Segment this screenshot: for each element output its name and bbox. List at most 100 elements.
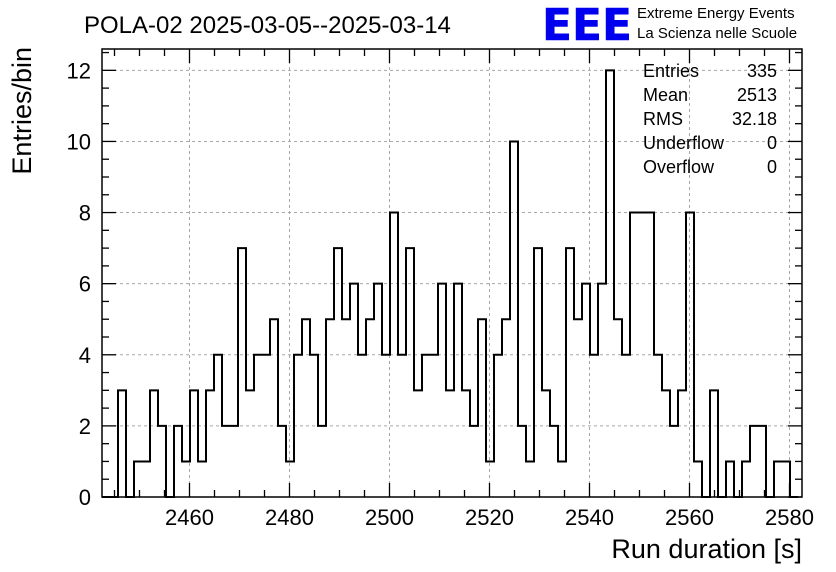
histogram-bin [398,355,406,497]
stat-label: Overflow [643,157,715,177]
histogram-bin [222,426,230,497]
histogram-bin [262,355,270,497]
stat-value: 2513 [737,85,777,105]
histogram-series [102,69,798,498]
histogram-bin [334,248,342,497]
stat-value: 32.18 [732,109,777,129]
histogram-bin [774,461,782,497]
histogram-bin [526,461,534,497]
stat-value: 0 [767,133,777,153]
histogram-bin [726,461,734,497]
histogram-bin [142,461,150,497]
x-tick-label: 2580 [765,505,814,530]
stat-label: Mean [643,85,688,105]
x-tick-labels: 2460 2480 2500 2520 2540 2560 2580 [165,505,814,530]
eee-logo: EEE Extreme Energy Events La Scienza nel… [542,0,797,51]
histogram-bin [606,70,614,497]
histogram-bin [510,141,518,497]
histogram-bin [118,390,126,497]
y-tick-label: 2 [79,414,91,439]
x-tick-label: 2460 [165,505,214,530]
histogram-bin [374,284,382,497]
histogram-bin [518,426,526,497]
x-axis-label: Run duration [s] [611,534,802,564]
x-tick-label: 2500 [365,505,414,530]
histogram-bin [622,355,630,497]
histogram-bin [358,355,366,497]
eee-logo-line1: Extreme Energy Events [637,5,795,22]
y-tick-label: 12 [67,58,91,83]
chart-title: POLA-02 2025-03-05--2025-03-14 [84,12,451,39]
histogram-bin [254,355,262,497]
histogram-bin [134,461,142,497]
histogram-bin [670,426,678,497]
histogram-bin [542,390,550,497]
histogram-bin [534,248,542,497]
x-tick-label: 2520 [465,505,514,530]
histogram-bin [158,426,166,497]
y-tick-label: 0 [79,485,91,510]
histogram-bin [646,213,654,497]
histogram-bin [302,319,310,497]
histogram-bin [550,426,558,497]
histogram-bin [382,355,390,497]
histogram-bin [390,213,398,497]
stat-label: Entries [643,61,699,81]
histogram-bin [326,319,334,497]
y-axis-label: Entries/bin [7,47,37,175]
histogram-bin [430,355,438,497]
stat-label: RMS [643,109,683,129]
stat-value: 335 [747,61,777,81]
histogram-bin [782,461,790,497]
histogram-bin [582,284,590,497]
histogram-bin [694,461,702,497]
axis-ticks [102,49,802,498]
stat-value: 0 [767,157,777,177]
histogram-bin [438,284,446,497]
y-tick-label: 6 [79,272,91,297]
histogram-bin [366,319,374,497]
histogram-bin [742,461,750,497]
histogram-bin [470,426,478,497]
histogram-bin [278,426,286,497]
histogram-bin [574,319,582,497]
stats-box: Entries 335 Mean 2513 RMS 32.18 Underflow 0 Over… [643,61,777,177]
x-tick-label: 2480 [265,505,314,530]
histogram-bin [750,426,758,497]
histogram-bin [310,355,318,497]
histogram-bin [630,213,638,497]
histogram-bin [454,284,462,497]
histogram-bin [566,248,574,497]
histogram-bin [462,390,470,497]
histogram-bin [270,319,278,497]
histogram-bin [502,319,510,497]
x-tick-label: 2560 [665,505,714,530]
plot-frame [101,48,803,498]
histogram-bin [342,319,350,497]
histogram-bin [590,355,598,497]
eee-logo-letters: EEE [542,0,632,51]
histogram-bin [214,355,222,497]
histogram-bin [406,248,414,497]
histogram-bin [230,426,238,497]
histogram-bin [174,426,182,497]
y-tick-labels: 0 2 4 6 8 10 12 [67,58,91,510]
histogram-bin [422,355,430,497]
histogram-bin [318,426,326,497]
histogram-bin [758,426,766,497]
y-tick-label: 8 [79,201,91,226]
histogram-bin [494,355,502,497]
histogram-bin [638,213,646,497]
histogram-bin [150,390,158,497]
histogram-bin [614,319,622,497]
histogram-bin [246,390,254,497]
y-tick-label: 4 [79,343,91,368]
histogram-bin [238,248,246,497]
histogram-bin [190,390,198,497]
x-tick-label: 2540 [565,505,614,530]
histogram-bin [478,319,486,497]
histogram-bin [414,390,422,497]
histogram-bin [182,461,190,497]
histogram-bin [206,390,214,497]
